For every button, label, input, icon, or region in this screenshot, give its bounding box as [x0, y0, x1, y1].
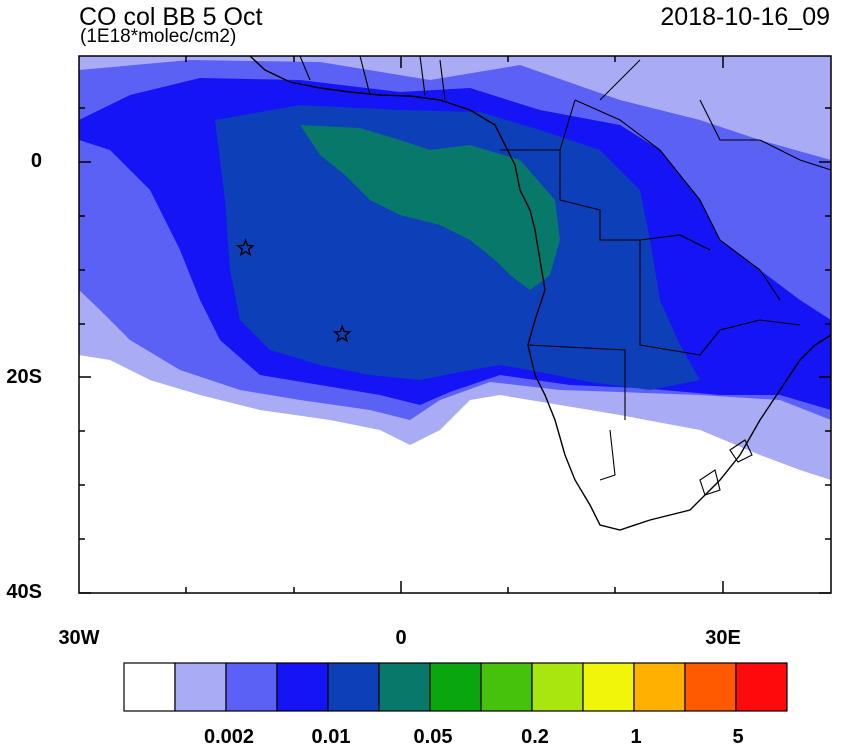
- site-markers: [236, 238, 352, 343]
- axis-ticks: [79, 56, 831, 594]
- colorbar-swatch: [582, 662, 635, 712]
- lat-label-0: 0: [30, 150, 42, 172]
- colorbar-swatch: [633, 662, 686, 712]
- colorbar-swatch: [684, 662, 737, 712]
- colorbar-swatch: [429, 662, 482, 712]
- colorbar-swatch: [378, 662, 431, 712]
- colorbar-swatch: [225, 662, 278, 712]
- coastline-borders: [249, 56, 831, 531]
- lat-label-20s: 20S: [6, 366, 42, 388]
- colorbar-swatch: [735, 662, 788, 712]
- lat-label-40s: 40S: [6, 581, 42, 603]
- lon-label-30e: 30E: [705, 627, 741, 649]
- colorbar: [123, 662, 788, 712]
- colorbar-label-02: 0.2: [521, 726, 549, 748]
- country-borders: [299, 56, 831, 496]
- colorbar-label-0002: 0.002: [203, 726, 255, 748]
- colorbar-swatch: [480, 662, 533, 712]
- colorbar-swatch: [327, 662, 380, 712]
- colorbar-swatch: [531, 662, 584, 712]
- colorbar-label-5: 5: [732, 726, 744, 748]
- lon-label-0: 0: [395, 627, 407, 649]
- africa-coastline: [249, 56, 831, 531]
- colorbar-label-005: 0.05: [413, 726, 453, 748]
- star-marker-1: [236, 238, 255, 257]
- star-marker-2: [332, 324, 352, 343]
- co-field: [79, 56, 831, 593]
- colorbar-label-1: 1: [630, 726, 642, 748]
- colorbar-swatch: [123, 662, 176, 712]
- map-title: CO col BB 5 Oct: [79, 3, 263, 31]
- co-contour-darkblue: [215, 105, 700, 390]
- colorbar-swatch: [174, 662, 227, 712]
- colorbar-swatch: [276, 662, 329, 712]
- co-contour-teal: [300, 125, 560, 290]
- map-timestamp: 2018-10-16_09: [660, 3, 830, 31]
- lon-label-30w: 30W: [58, 627, 100, 649]
- map-units: (1E18*molec/cm2): [80, 26, 237, 47]
- colorbar-label-001: 0.01: [311, 726, 351, 748]
